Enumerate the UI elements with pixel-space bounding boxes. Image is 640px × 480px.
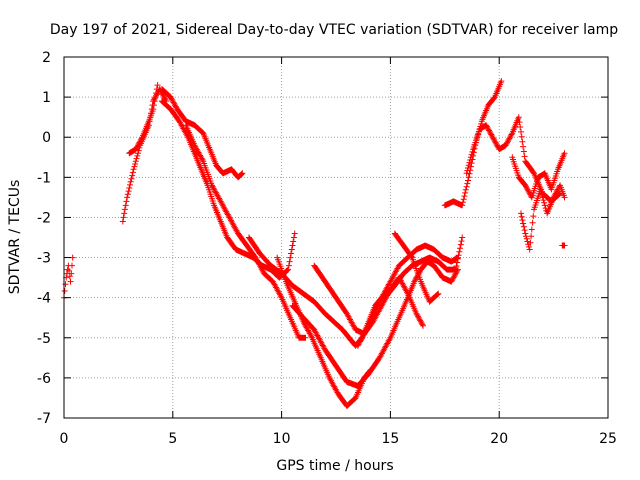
plot-frame — [63, 56, 609, 419]
y-tick-label: 2 — [42, 50, 51, 66]
x-tick-label: 20 — [490, 431, 508, 447]
data-series — [559, 242, 568, 249]
data-series — [126, 82, 161, 157]
series-markers — [119, 86, 170, 225]
y-tick-label: -5 — [37, 331, 51, 347]
x-tick-label: 10 — [273, 431, 291, 447]
y-tick-label: -3 — [37, 251, 51, 267]
y-tick-label: 0 — [42, 130, 51, 146]
x-axis-label: GPS time / hours — [276, 458, 393, 474]
x-tick-label: 15 — [381, 431, 399, 447]
x-tick-label: 0 — [60, 431, 69, 447]
series-markers — [61, 254, 76, 301]
y-tick-label: -6 — [37, 371, 51, 387]
series-markers — [158, 98, 298, 281]
data-series — [61, 254, 76, 301]
data-series — [518, 182, 568, 253]
x-tick-label: 5 — [168, 431, 177, 447]
y-axis-label: SDTVAR / TECUs — [7, 180, 23, 295]
data-series — [119, 86, 170, 225]
series-markers — [289, 258, 461, 389]
y-tick-label: 1 — [42, 90, 51, 106]
data-series — [354, 242, 461, 349]
series-markers — [158, 86, 246, 181]
y-tick-label: -7 — [37, 411, 51, 427]
data-series — [509, 150, 568, 201]
y-tick-label: -1 — [37, 170, 51, 186]
data-series — [289, 258, 461, 389]
chart-title: Day 197 of 2021, Sidereal Day-to-day VTE… — [50, 22, 618, 38]
series-markers — [559, 242, 568, 249]
series-markers — [126, 82, 161, 157]
x-tick-label: 25 — [599, 431, 617, 447]
series-markers — [391, 230, 442, 305]
data-series — [391, 230, 442, 305]
data-points — [61, 78, 568, 409]
data-series — [158, 86, 246, 181]
data-series — [158, 98, 298, 281]
y-tick-label: -4 — [37, 291, 51, 307]
series-markers — [354, 242, 461, 349]
data-series — [182, 122, 309, 341]
y-tick-label: -2 — [37, 210, 51, 226]
series-markers — [182, 122, 309, 341]
series-markers — [518, 182, 568, 253]
series-markers — [509, 150, 568, 201]
